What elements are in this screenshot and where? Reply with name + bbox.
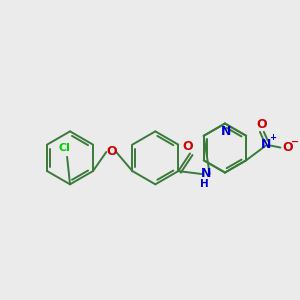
Text: N: N	[221, 125, 231, 138]
Text: N: N	[200, 167, 211, 179]
Text: N: N	[261, 138, 271, 151]
Text: O: O	[106, 146, 116, 158]
Text: O: O	[183, 140, 194, 153]
Text: H: H	[200, 179, 209, 189]
Text: +: +	[269, 133, 276, 142]
Text: −: −	[291, 137, 299, 147]
Text: O: O	[256, 118, 267, 130]
Text: Cl: Cl	[58, 143, 70, 153]
Text: O: O	[282, 141, 293, 154]
